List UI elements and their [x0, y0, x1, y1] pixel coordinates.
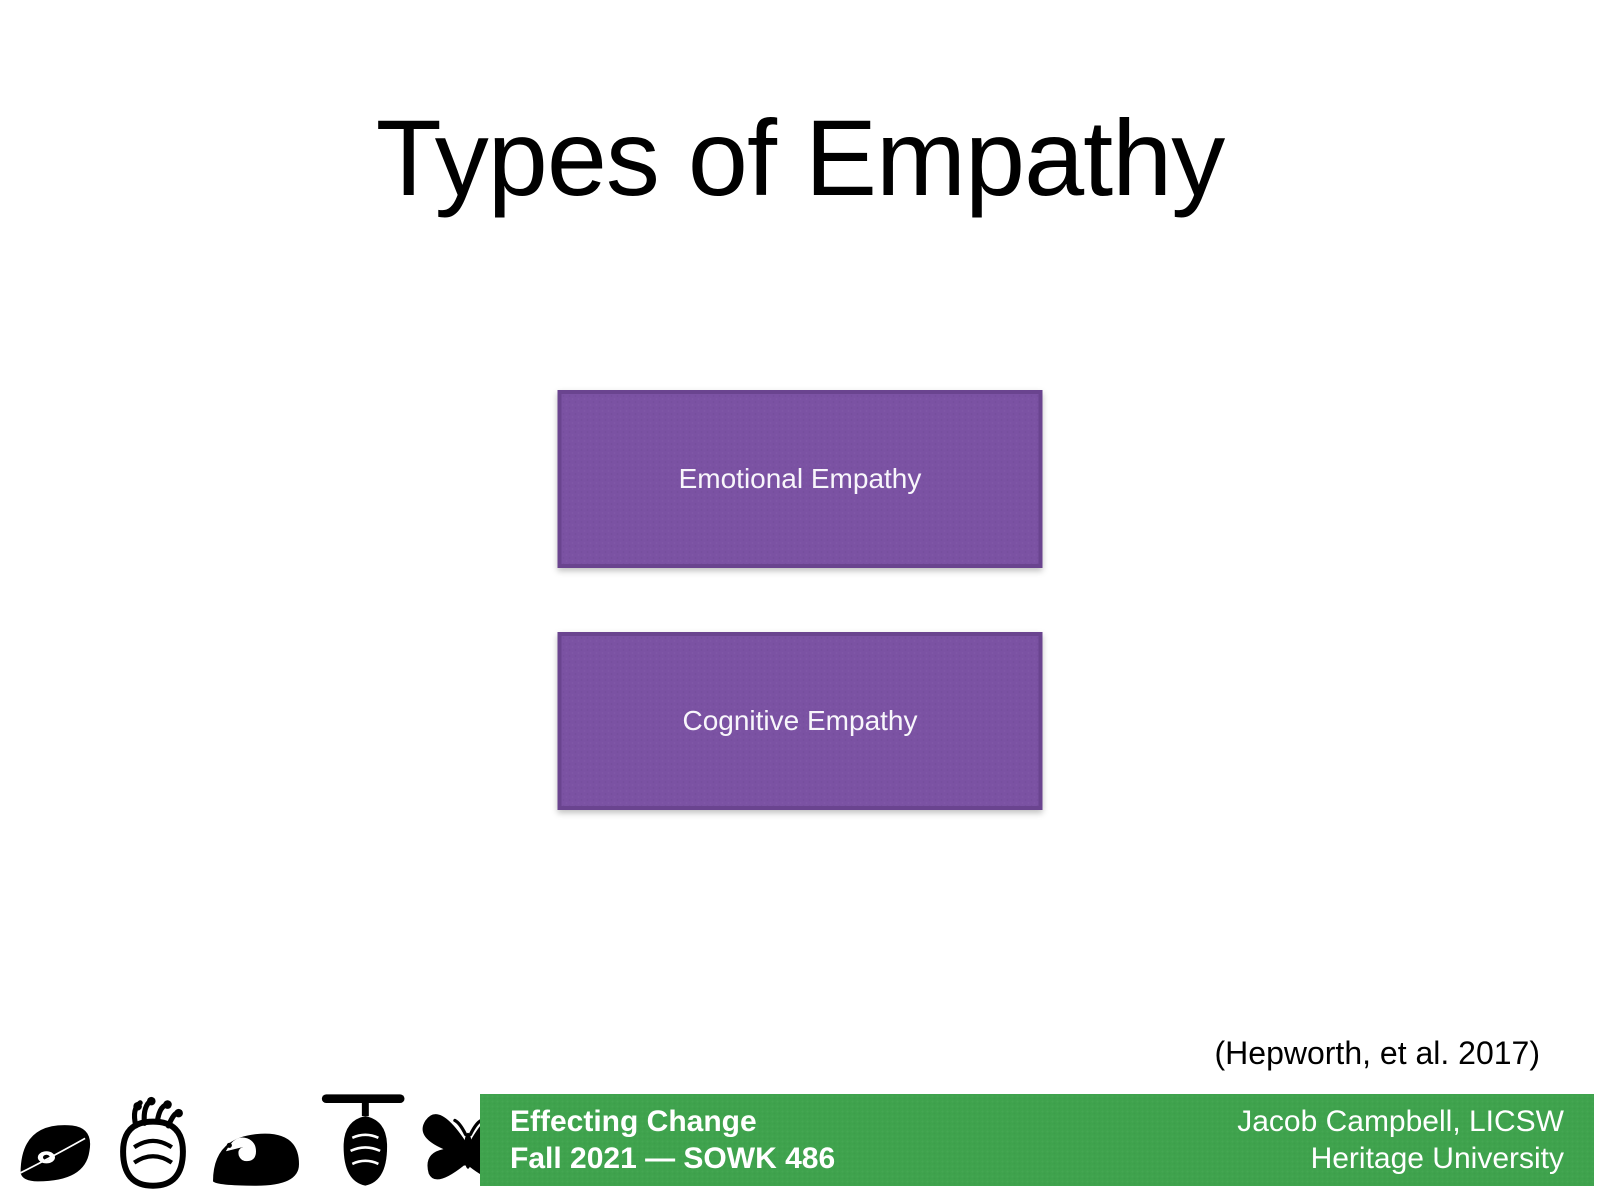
chrysalis-icon: [316, 1090, 406, 1190]
hatching-egg-icon: [110, 1096, 196, 1190]
caterpillar-leaf-icon: [208, 1104, 304, 1190]
footer-course-title: Effecting Change: [510, 1103, 835, 1141]
footer-course-term: Fall 2021 — SOWK 486: [510, 1140, 835, 1178]
slide-title: Types of Empathy: [0, 95, 1600, 220]
card-label: Emotional Empathy: [679, 463, 922, 495]
footer-left: Effecting Change Fall 2021 — SOWK 486: [510, 1103, 835, 1178]
card-cognitive-empathy: Cognitive Empathy: [558, 632, 1043, 810]
leaf-seed-icon: [12, 1104, 98, 1190]
footer-right: Jacob Campbell, LICSW Heritage Universit…: [1237, 1103, 1564, 1178]
metamorphosis-icon-strip: [12, 1090, 518, 1190]
footer-bar: Effecting Change Fall 2021 — SOWK 486 Ja…: [480, 1094, 1594, 1186]
citation-text: (Hepworth, et al. 2017): [1215, 1035, 1541, 1072]
footer-author: Jacob Campbell, LICSW: [1237, 1103, 1564, 1141]
card-label: Cognitive Empathy: [682, 705, 917, 737]
card-container: Emotional Empathy Cognitive Empathy: [558, 390, 1043, 810]
footer-institution: Heritage University: [1311, 1140, 1564, 1178]
card-emotional-empathy: Emotional Empathy: [558, 390, 1043, 568]
